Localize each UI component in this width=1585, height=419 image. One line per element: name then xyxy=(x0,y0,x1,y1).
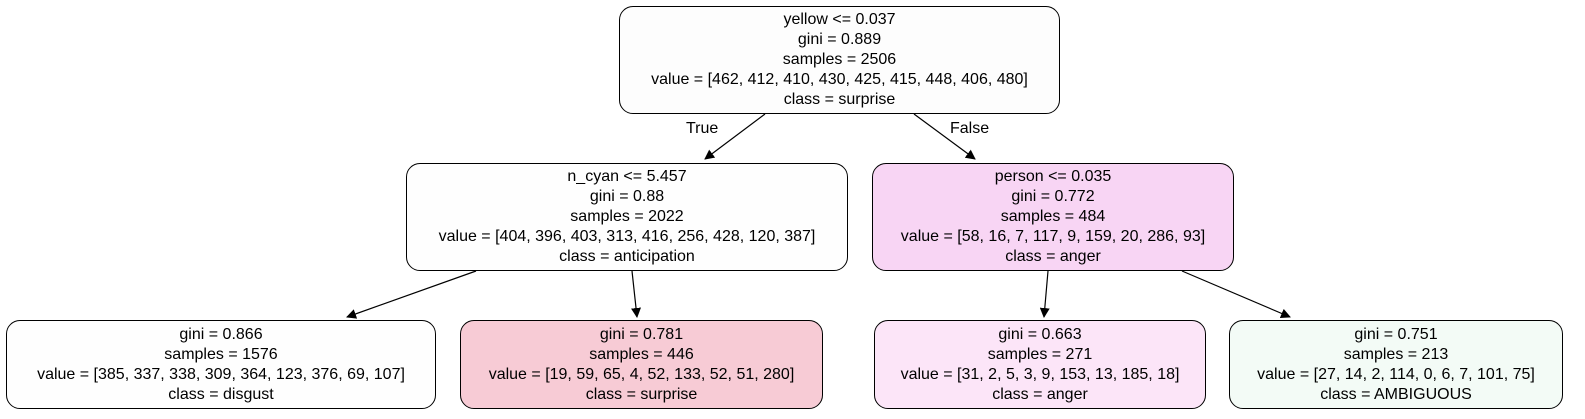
node-class: class = surprise xyxy=(783,91,896,108)
node-gini: gini = 0.663 xyxy=(998,325,1082,343)
tree-leaf-right-right: gini = 0.751 samples = 213 value = [27, … xyxy=(1229,320,1563,409)
node-gini: gini = 0.772 xyxy=(1011,188,1095,205)
node-split-rule: n_cyan <= 5.457 xyxy=(567,168,687,185)
tree-leaf-right-left: gini = 0.663 samples = 271 value = [31, … xyxy=(874,320,1206,409)
edge-0-2 xyxy=(913,113,976,160)
node-class: class = surprise xyxy=(585,385,698,403)
node-samples: samples = 484 xyxy=(1000,208,1106,225)
edge-2-6 xyxy=(1181,270,1291,319)
node-samples: samples = 271 xyxy=(987,345,1093,363)
tree-node-root: yellow <= 0.037 gini = 0.889 samples = 2… xyxy=(619,6,1060,114)
node-value: value = [27, 14, 2, 114, 0, 6, 7, 101, 7… xyxy=(1257,365,1535,383)
node-split-rule: yellow <= 0.037 xyxy=(783,11,896,28)
edge-label-true: True xyxy=(686,120,719,137)
node-samples: samples = 446 xyxy=(589,345,694,363)
node-value: value = [462, 412, 410, 430, 425, 415, 4… xyxy=(651,71,1028,88)
edge-2-5 xyxy=(1039,270,1050,318)
node-samples: samples = 2506 xyxy=(782,51,897,68)
node-samples: samples = 2022 xyxy=(570,208,684,225)
node-value: value = [31, 2, 5, 3, 9, 153, 13, 185, 1… xyxy=(900,365,1180,383)
node-class: class = anticipation xyxy=(559,248,695,265)
tree-leaf-left-right: gini = 0.781 samples = 446 value = [19, … xyxy=(460,320,823,409)
tree-leaf-left-left: gini = 0.866 samples = 1576 value = [385… xyxy=(6,320,436,409)
node-value: value = [19, 59, 65, 4, 52, 133, 52, 51,… xyxy=(488,365,795,383)
node-gini: gini = 0.889 xyxy=(797,31,882,48)
node-class: class = anger xyxy=(1005,248,1101,265)
node-gini: gini = 0.751 xyxy=(1354,325,1438,343)
tree-node-left: n_cyan <= 5.457 gini = 0.88 samples = 20… xyxy=(406,163,848,271)
node-gini: gini = 0.866 xyxy=(179,325,263,343)
node-samples: samples = 213 xyxy=(1343,345,1449,363)
node-value: value = [58, 16, 7, 117, 9, 159, 20, 286… xyxy=(900,228,1206,245)
node-value: value = [404, 396, 403, 313, 416, 256, 4… xyxy=(438,228,816,245)
node-gini: gini = 0.88 xyxy=(589,188,665,205)
node-samples: samples = 1576 xyxy=(164,345,278,363)
node-split-rule: person <= 0.035 xyxy=(994,168,1112,185)
node-gini: gini = 0.781 xyxy=(599,325,684,343)
edge-0-1 xyxy=(704,113,766,160)
node-class: class = AMBIGUOUS xyxy=(1320,385,1472,403)
node-value: value = [385, 337, 338, 309, 364, 123, 3… xyxy=(37,365,405,383)
node-class: class = anger xyxy=(992,385,1088,403)
edge-label-false: False xyxy=(950,120,990,137)
node-class: class = disgust xyxy=(168,385,274,403)
edge-1-4 xyxy=(631,270,641,318)
edge-1-3 xyxy=(346,270,477,319)
tree-node-right: person <= 0.035 gini = 0.772 samples = 4… xyxy=(872,163,1234,271)
